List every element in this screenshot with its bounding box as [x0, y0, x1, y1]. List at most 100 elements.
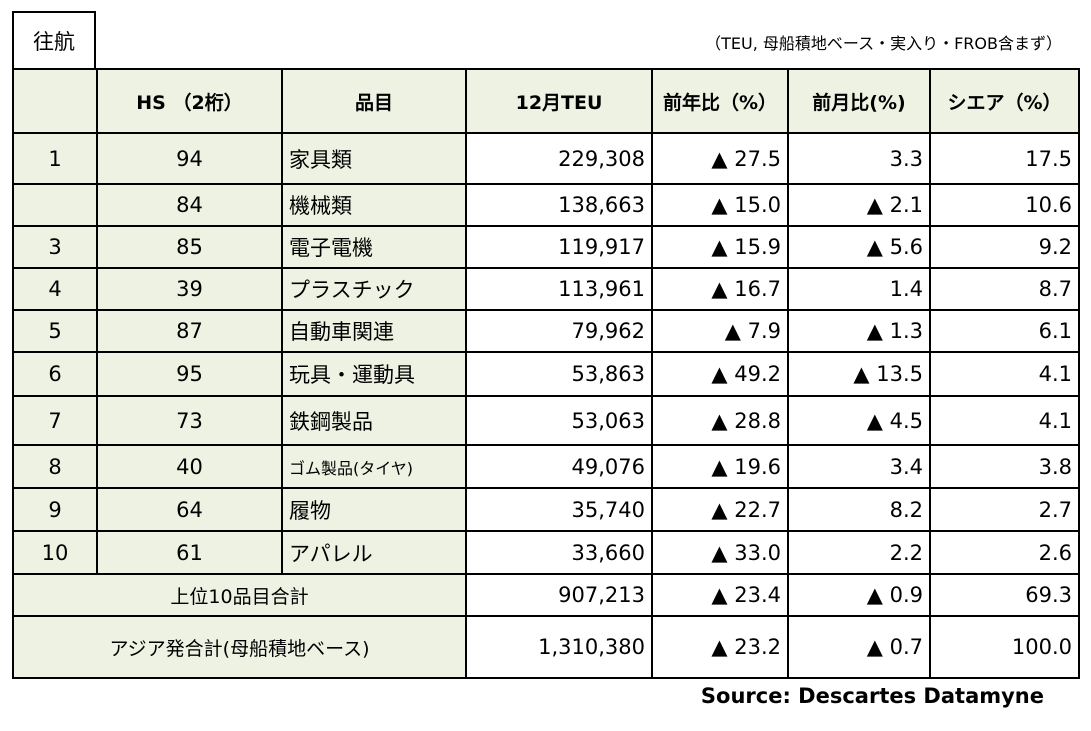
total-row: 上位10品目合計 907,213 ▲ 23.4 ▲ 0.9 69.3 — [12, 573, 1080, 617]
header-hs: HS （2桁） — [96, 68, 283, 134]
total-row: アジア発合計(母船積地ベース) 1,310,380 ▲ 23.2 ▲ 0.7 1… — [12, 615, 1080, 679]
item-cell: プラスチック — [281, 267, 467, 311]
share-cell: 10.6 — [929, 183, 1080, 227]
hs-cell: 84 — [96, 183, 283, 227]
yoy-cell: ▲ 16.7 — [651, 267, 789, 311]
hs-cell: 73 — [96, 395, 283, 446]
hs-cell: 87 — [96, 309, 283, 353]
yoy-cell: ▲ 23.4 — [651, 573, 789, 617]
table-row: 9 64 履物 35,740 ▲ 22.7 8.2 2.7 — [12, 487, 1080, 532]
hs-cell: 39 — [96, 267, 283, 311]
share-cell: 6.1 — [929, 309, 1080, 353]
table-row: 7 73 鉄鋼製品 53,063 ▲ 28.8 ▲ 4.5 4.1 — [12, 395, 1080, 446]
item-cell: ゴム製品(タイヤ) — [281, 444, 467, 489]
table-row: 6 95 玩具・運動具 53,863 ▲ 49.2 ▲ 13.5 4.1 — [12, 351, 1080, 397]
rank-cell: 10 — [12, 530, 98, 575]
hs-cell: 64 — [96, 487, 283, 532]
commodity-table: HS （2桁） 品目 12月TEU 前年比（%） 前月比(%) シエア（%） 1… — [12, 68, 1080, 679]
rank-cell: 1 — [12, 132, 98, 185]
yoy-cell: ▲ 27.5 — [651, 132, 789, 185]
rank-cell: 3 — [12, 225, 98, 269]
mom-cell: 2.2 — [787, 530, 931, 575]
teu-cell: 79,962 — [465, 309, 653, 353]
teu-cell: 53,863 — [465, 351, 653, 397]
share-cell: 4.1 — [929, 395, 1080, 446]
teu-cell: 907,213 — [465, 573, 653, 617]
hs-cell: 40 — [96, 444, 283, 489]
yoy-cell: ▲ 15.9 — [651, 225, 789, 269]
teu-cell: 49,076 — [465, 444, 653, 489]
direction-label: 往航 — [12, 11, 96, 68]
share-cell: 9.2 — [929, 225, 1080, 269]
rank-cell: 9 — [12, 487, 98, 532]
rank-cell: 8 — [12, 444, 98, 489]
yoy-cell: ▲ 33.0 — [651, 530, 789, 575]
rank-cell — [12, 183, 98, 227]
mom-cell: ▲ 2.1 — [787, 183, 931, 227]
mom-cell: 3.4 — [787, 444, 931, 489]
header-row: HS （2桁） 品目 12月TEU 前年比（%） 前月比(%) シエア（%） — [12, 68, 1080, 134]
share-cell: 17.5 — [929, 132, 1080, 185]
table-row: 84 機械類 138,663 ▲ 15.0 ▲ 2.1 10.6 — [12, 183, 1080, 227]
header-rank — [12, 68, 98, 134]
mom-cell: 3.3 — [787, 132, 931, 185]
table-row: 1 94 家具類 229,308 ▲ 27.5 3.3 17.5 — [12, 132, 1080, 185]
share-cell: 2.6 — [929, 530, 1080, 575]
table-row: 3 85 電子電機 119,917 ▲ 15.9 ▲ 5.6 9.2 — [12, 225, 1080, 269]
teu-cell: 229,308 — [465, 132, 653, 185]
teu-cell: 119,917 — [465, 225, 653, 269]
teu-cell: 33,660 — [465, 530, 653, 575]
item-cell: 玩具・運動具 — [281, 351, 467, 397]
header-item: 品目 — [281, 68, 467, 134]
header-yoy: 前年比（%） — [651, 68, 789, 134]
unit-note: （TEU, 母船積地ベース・実入り・FROB含まず） — [705, 34, 1062, 53]
share-cell: 4.1 — [929, 351, 1080, 397]
yoy-cell: ▲ 22.7 — [651, 487, 789, 532]
mom-cell: ▲ 5.6 — [787, 225, 931, 269]
teu-cell: 1,310,380 — [465, 615, 653, 679]
item-cell: 機械類 — [281, 183, 467, 227]
share-cell: 2.7 — [929, 487, 1080, 532]
hs-cell: 85 — [96, 225, 283, 269]
rank-cell: 4 — [12, 267, 98, 311]
header-share: シエア（%） — [929, 68, 1080, 134]
mom-cell: 1.4 — [787, 267, 931, 311]
header-teu: 12月TEU — [465, 68, 653, 134]
item-cell: 鉄鋼製品 — [281, 395, 467, 446]
table-row: 4 39 プラスチック 113,961 ▲ 16.7 1.4 8.7 — [12, 267, 1080, 311]
teu-cell: 53,063 — [465, 395, 653, 446]
mom-cell: 8.2 — [787, 487, 931, 532]
item-cell: 自動車関連 — [281, 309, 467, 353]
mom-cell: ▲ 0.9 — [787, 573, 931, 617]
share-cell: 8.7 — [929, 267, 1080, 311]
yoy-cell: ▲ 49.2 — [651, 351, 789, 397]
yoy-cell: ▲ 23.2 — [651, 615, 789, 679]
teu-cell: 138,663 — [465, 183, 653, 227]
teu-cell: 35,740 — [465, 487, 653, 532]
share-cell: 3.8 — [929, 444, 1080, 489]
yoy-cell: ▲ 19.6 — [651, 444, 789, 489]
table-row: 10 61 アパレル 33,660 ▲ 33.0 2.2 2.6 — [12, 530, 1080, 575]
hs-cell: 94 — [96, 132, 283, 185]
rank-cell: 7 — [12, 395, 98, 446]
item-cell: 電子電機 — [281, 225, 467, 269]
total-label: 上位10品目合計 — [12, 573, 467, 617]
source-note: Source: Descartes Datamyne — [700, 684, 1044, 708]
table-row: 8 40 ゴム製品(タイヤ) 49,076 ▲ 19.6 3.4 3.8 — [12, 444, 1080, 489]
yoy-cell: ▲ 28.8 — [651, 395, 789, 446]
rank-cell: 5 — [12, 309, 98, 353]
item-cell: 履物 — [281, 487, 467, 532]
teu-cell: 113,961 — [465, 267, 653, 311]
share-cell: 100.0 — [929, 615, 1080, 679]
yoy-cell: ▲ 7.9 — [651, 309, 789, 353]
hs-cell: 95 — [96, 351, 283, 397]
rank-cell: 6 — [12, 351, 98, 397]
mom-cell: ▲ 4.5 — [787, 395, 931, 446]
yoy-cell: ▲ 15.0 — [651, 183, 789, 227]
item-cell: アパレル — [281, 530, 467, 575]
mom-cell: ▲ 1.3 — [787, 309, 931, 353]
header-mom: 前月比(%) — [787, 68, 931, 134]
item-cell: 家具類 — [281, 132, 467, 185]
hs-cell: 61 — [96, 530, 283, 575]
total-label: アジア発合計(母船積地ベース) — [12, 615, 467, 679]
